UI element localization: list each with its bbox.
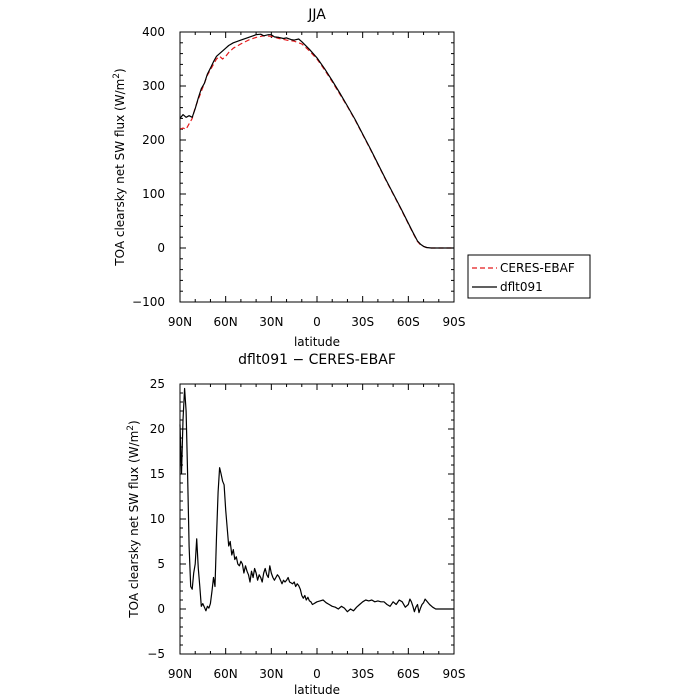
panel-top-ytick-label: 400 (142, 25, 165, 39)
panel-bottom-lines (179, 387, 454, 614)
panel-top-xtick-label: 60N (214, 315, 238, 329)
legend-box (467, 254, 591, 299)
panel-bottom-ylabel-wrap: TOA clearsky net SW flux (W/m2) (126, 420, 141, 618)
panel-bottom-ytick-label: −5 (147, 647, 165, 661)
panel-bottom-xtick-label: 30S (351, 667, 374, 681)
panel-bottom-title: dflt091 − CERES-EBAF (238, 352, 396, 368)
panel-top-xtick-label: 90S (443, 315, 466, 329)
panel-top-frame (179, 31, 455, 303)
panel-top: JJA TOA clearsky net SW flux (W/m2) lati… (112, 7, 465, 349)
panel-bottom-xtick-label: 90N (168, 667, 192, 681)
legend-label-ceres: CERES-EBAF (500, 261, 575, 275)
panel-bottom-xtick-label: 60S (397, 667, 420, 681)
panel-bottom-ytick-label: 10 (150, 512, 165, 526)
panel-top-xlabel: latitude (294, 335, 340, 349)
panel-bottom-ylabel-sup: 2 (126, 425, 136, 431)
panel-top-xtick-label: 30N (259, 315, 283, 329)
panel-bottom-ylabel-suffix: ) (127, 420, 141, 425)
panel-bottom-xtick-label: 60N (214, 667, 238, 681)
panel-top-ylabel: TOA clearsky net SW flux (W/m2) (112, 68, 127, 266)
panel-top-xtick-label: 0 (313, 315, 321, 329)
panel-top-title: JJA (307, 7, 326, 23)
panel-top-xtick-label: 60S (397, 315, 420, 329)
legend: CERES-EBAF dflt091 (467, 254, 591, 299)
panel-top-ytick-label: 300 (142, 79, 165, 93)
panel-top-series-line-1 (179, 33, 454, 249)
panel-top-xtick-label: 90N (168, 315, 192, 329)
panel-top-ytick-label: 0 (157, 241, 165, 255)
panel-bottom-ytick-label: 5 (157, 557, 165, 571)
panel-top-lines (179, 33, 454, 249)
panel-bottom-series-line-0 (179, 387, 454, 614)
panel-top-ytick-label: −100 (132, 295, 165, 309)
panel-bottom-ytick-label: 0 (157, 602, 165, 616)
panel-bottom-frame (179, 383, 455, 655)
legend-label-dflt: dflt091 (500, 280, 543, 294)
panel-bottom-ylabel: TOA clearsky net SW flux (W/m2) (126, 420, 141, 618)
panel-top-xtick-label: 30S (351, 315, 374, 329)
panel-top-ylabel-sup: 2 (112, 73, 122, 79)
panel-top-ylabel-wrap: TOA clearsky net SW flux (W/m2) (112, 68, 127, 266)
panel-bottom-ytick-label: 20 (150, 422, 165, 436)
panel-top-ytick-label: 200 (142, 133, 165, 147)
panel-top-series-line-0 (179, 35, 454, 249)
panel-bottom-ytick-label: 25 (150, 377, 165, 391)
panel-bottom-ytick-label: 15 (150, 467, 165, 481)
panel-top-ytick-label: 100 (142, 187, 165, 201)
panel-bottom-xlabel: latitude (294, 683, 340, 697)
panel-bottom-xtick-label: 30N (259, 667, 283, 681)
panel-bottom-ticks: 90N 60N 30N 0 30S 60S 90S −5 0 5 10 15 20 25 (147, 377, 465, 681)
panel-bottom-xtick-label: 90S (443, 667, 466, 681)
panel-top-ticks: 90N 60N 30N 0 30S 60S 90S −100 0 100 200 300 400 (132, 25, 465, 329)
panel-bottom-xtick-label: 0 (313, 667, 321, 681)
panel-top-ylabel-suffix: ) (113, 68, 127, 73)
panel-bottom: dflt091 − CERES-EBAF TOA clearsky net SW… (126, 352, 465, 697)
